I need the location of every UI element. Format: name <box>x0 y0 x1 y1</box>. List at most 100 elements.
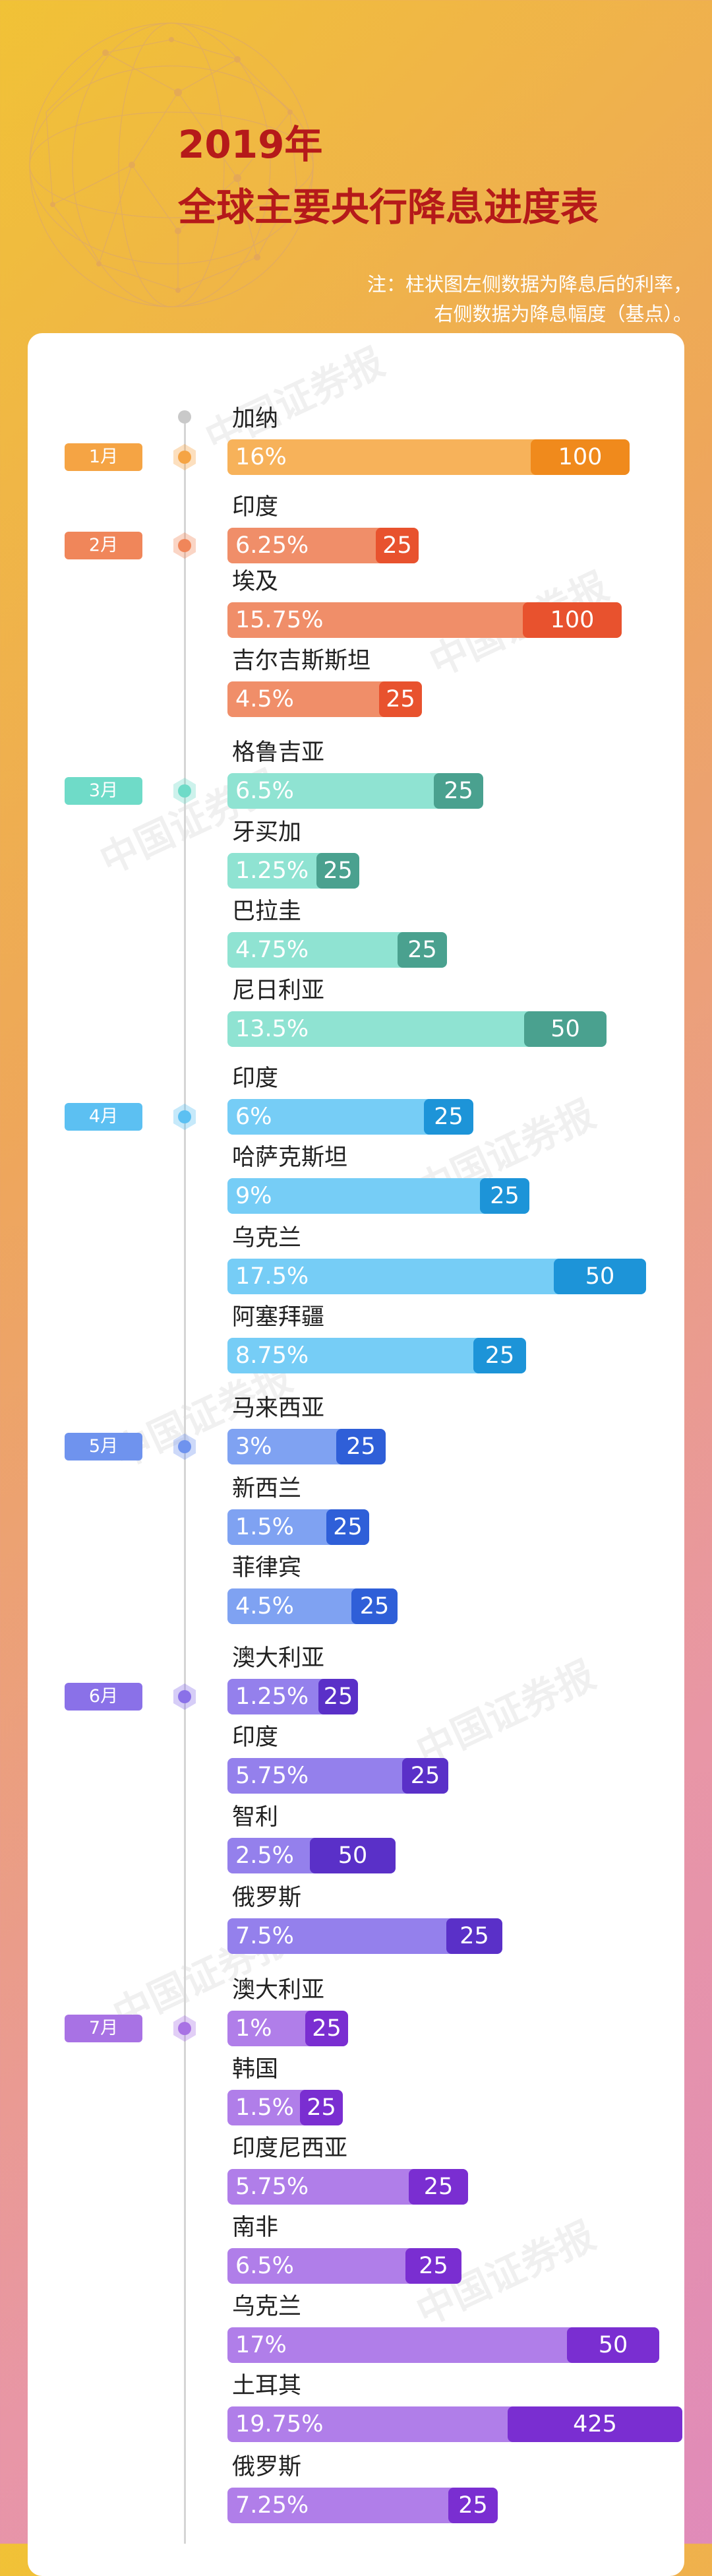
month-label: 4月 <box>65 1103 142 1131</box>
cut-value: 25 <box>448 2488 498 2523</box>
country-name: 俄罗斯 <box>232 1885 302 1911</box>
rate-bar: 4.5% 25 <box>227 1588 398 1624</box>
cut-value: 50 <box>310 1838 396 1873</box>
timeline-line <box>184 416 186 2544</box>
country-name: 尼日利亚 <box>232 978 325 1004</box>
country-name: 印度 <box>232 1724 279 1751</box>
rate-value: 1.5% <box>235 1514 294 1540</box>
cut-value: 25 <box>379 681 422 717</box>
rate-value: 19.75% <box>235 2411 324 2437</box>
country-name: 新西兰 <box>232 1476 302 1502</box>
rate-bar: 13.5% 50 <box>227 1011 607 1047</box>
cut-value: 25 <box>300 2090 343 2125</box>
country-name: 智利 <box>232 1804 279 1831</box>
rate-value: 2.5% <box>235 1842 294 1869</box>
cut-value: 25 <box>336 1429 386 1464</box>
rate-value: 6% <box>235 1104 272 1130</box>
rate-bar: 2.5% 50 <box>227 1838 396 1873</box>
rate-bar: 3% 25 <box>227 1429 386 1464</box>
rate-value: 15.75% <box>235 607 324 633</box>
rate-value: 3% <box>235 1433 272 1460</box>
month-marker-icon <box>173 1433 196 1460</box>
cut-value: 25 <box>305 2011 348 2046</box>
cut-value: 25 <box>316 853 359 889</box>
rate-value: 1.25% <box>235 858 309 884</box>
rate-value: 5.75% <box>235 1763 309 1789</box>
chart-note-line1: 注：柱状图左侧数据为降息后的利率， <box>367 273 692 296</box>
rate-value: 1.25% <box>235 1683 309 1710</box>
rate-bar: 9% 25 <box>227 1178 529 1214</box>
country-name: 印度尼西亚 <box>232 2135 348 2162</box>
rate-bar: 8.75% 25 <box>227 1338 526 1373</box>
cut-value: 50 <box>554 1259 646 1294</box>
month-marker-icon <box>173 1104 196 1130</box>
rate-value: 6.25% <box>235 532 309 559</box>
rate-bar: 6.25% 25 <box>227 528 419 563</box>
country-name: 马来西亚 <box>232 1395 325 1422</box>
cut-value: 25 <box>326 1509 369 1545</box>
country-name: 格鲁吉亚 <box>232 739 325 766</box>
rate-bar: 1.25% 25 <box>227 1679 358 1714</box>
cut-value: 100 <box>523 602 622 638</box>
country-name: 菲律宾 <box>232 1555 302 1581</box>
cut-value: 25 <box>398 932 447 968</box>
country-name: 俄罗斯 <box>232 2454 302 2480</box>
cut-value: 25 <box>434 773 483 809</box>
rate-bar: 6% 25 <box>227 1099 473 1135</box>
cut-value: 25 <box>376 528 419 563</box>
country-name: 哈萨克斯坦 <box>232 1145 348 1171</box>
rate-value: 4.75% <box>235 937 309 963</box>
rate-bar: 6.5% 25 <box>227 773 483 809</box>
rate-value: 1.5% <box>235 2094 294 2121</box>
page-title: 全球主要央行降息进度表 <box>178 185 599 230</box>
cut-value: 25 <box>405 2248 461 2284</box>
rate-bar: 5.75% 25 <box>227 1758 448 1794</box>
rate-bar: 7.25% 25 <box>227 2488 498 2523</box>
month-marker-icon <box>173 2015 196 2042</box>
country-name: 韩国 <box>232 2056 279 2083</box>
rate-value: 8.75% <box>235 1342 309 1369</box>
cut-value: 25 <box>318 1679 358 1714</box>
month-label: 7月 <box>65 2015 142 2042</box>
cut-value: 100 <box>531 439 630 475</box>
rate-bar: 1.5% 25 <box>227 1509 369 1545</box>
country-name: 埃及 <box>232 569 279 595</box>
timeline-start-dot <box>178 410 191 424</box>
globe-network-decoration <box>29 22 314 307</box>
country-name: 阿塞拜疆 <box>232 1304 325 1331</box>
country-name: 印度 <box>232 494 279 520</box>
cut-value: 25 <box>402 1758 448 1794</box>
rate-bar: 4.5% 25 <box>227 681 422 717</box>
cut-value: 50 <box>524 1011 607 1047</box>
rate-value: 16% <box>235 444 287 470</box>
page-title-year: 2019年 <box>178 122 323 167</box>
country-name: 土耳其 <box>232 2373 302 2399</box>
rate-bar: 15.75% 100 <box>227 602 622 638</box>
rate-value: 6.5% <box>235 778 294 804</box>
cut-value: 25 <box>351 1588 398 1624</box>
rate-value: 7.5% <box>235 1923 294 1949</box>
rate-bar: 17.5% 50 <box>227 1259 646 1294</box>
rate-value: 17% <box>235 2332 287 2358</box>
rate-value: 17.5% <box>235 1263 309 1290</box>
chart-note-line2: 右侧数据为降息幅度（基点）。 <box>434 303 692 325</box>
month-marker-icon <box>173 444 196 470</box>
country-name: 澳大利亚 <box>232 1977 325 2003</box>
month-label: 1月 <box>65 443 142 471</box>
country-name: 印度 <box>232 1065 279 1092</box>
month-label: 6月 <box>65 1683 142 1711</box>
country-name: 吉尔吉斯斯坦 <box>232 648 371 674</box>
rate-bar: 6.5% 25 <box>227 2248 461 2284</box>
month-marker-icon <box>173 532 196 559</box>
rate-bar: 1% 25 <box>227 2011 348 2046</box>
country-name: 澳大利亚 <box>232 1645 325 1672</box>
cut-value: 425 <box>508 2406 682 2442</box>
rate-value: 13.5% <box>235 1016 309 1042</box>
cut-value: 25 <box>409 2169 468 2205</box>
rate-bar: 16% 100 <box>227 439 630 475</box>
rate-value: 7.25% <box>235 2492 309 2519</box>
country-name: 巴拉圭 <box>232 898 302 925</box>
rate-value: 9% <box>235 1183 272 1209</box>
cut-value: 25 <box>480 1178 529 1214</box>
month-label: 3月 <box>65 777 142 805</box>
